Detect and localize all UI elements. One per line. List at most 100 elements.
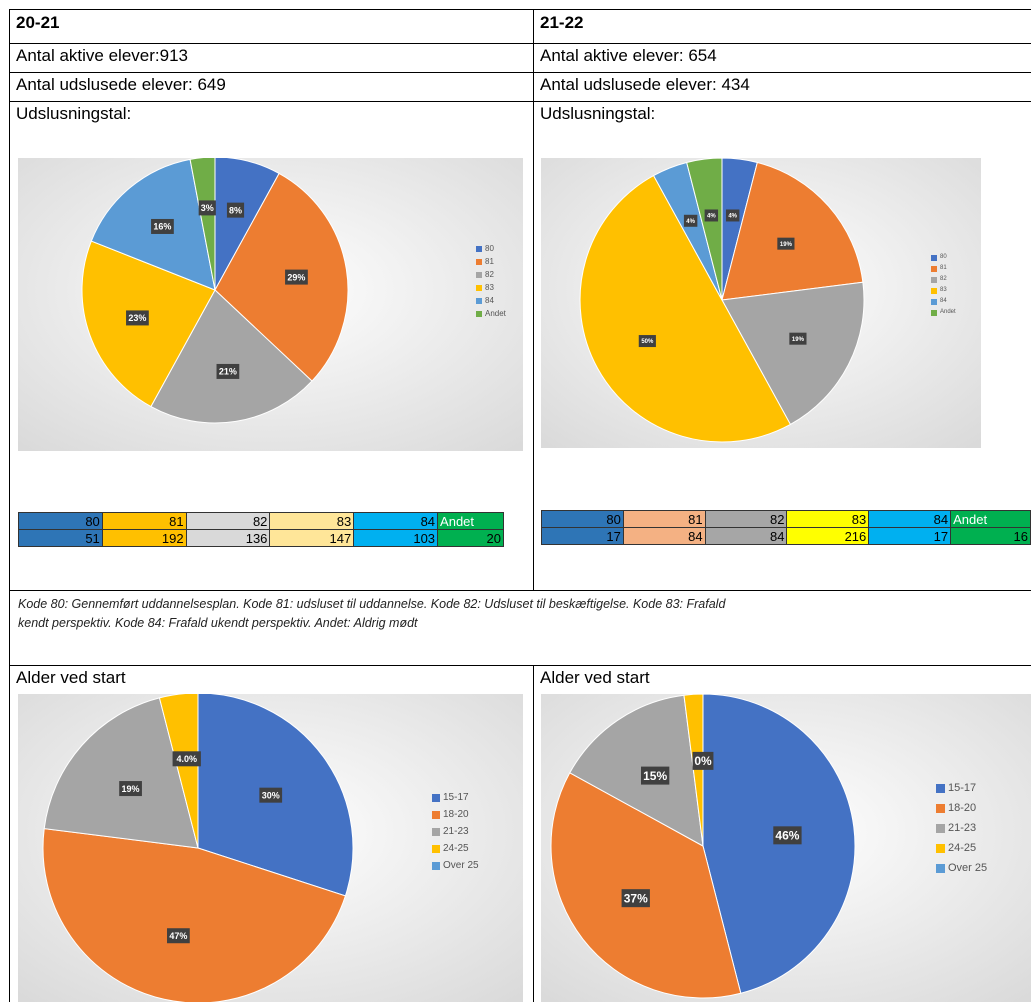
legend-swatch	[432, 793, 440, 802]
code-header-84: 84	[353, 512, 439, 530]
code-header-80: 80	[18, 512, 103, 530]
legend-swatch	[931, 309, 937, 316]
code-value-81: 192	[101, 529, 187, 547]
codes-value-row: 17 84 84 216 17 16	[541, 527, 1031, 545]
legend-swatch	[931, 298, 937, 305]
legend-label: 81	[485, 257, 494, 266]
data-label-box	[640, 766, 670, 785]
legend: 15-17 18-20 21-23 24-25 Over 25	[432, 789, 479, 874]
pie-slice-24-25	[158, 694, 199, 849]
legend-label: 21-23	[443, 826, 469, 837]
data-label: 19%	[122, 784, 140, 794]
code-value-83: 216	[786, 527, 870, 545]
legend-label: 82	[940, 276, 947, 282]
legend-item: 81	[931, 263, 956, 274]
legend-label: 80	[485, 244, 494, 253]
code-value-83: 147	[269, 529, 355, 547]
pie-slice-82	[150, 289, 313, 424]
exited-students-right: Antal udslusede elever: 434	[540, 75, 750, 94]
legend-item: 18-20	[936, 798, 987, 818]
age-title-right: Alder ved start	[540, 668, 650, 687]
legend: 15-17 18-20 21-23 24-25 Over 25	[936, 778, 987, 878]
code-header-81: 81	[101, 512, 187, 530]
legend-item: Over 25	[936, 858, 987, 878]
pie-slice-andet	[686, 158, 723, 301]
codes-value-row: 51 192 136 147 103 20	[18, 529, 504, 547]
data-label: 0%	[694, 754, 712, 768]
legend-item: Andet	[476, 307, 506, 320]
legend-swatch	[931, 265, 937, 272]
legend-swatch	[476, 310, 482, 317]
table-border-top	[9, 9, 1031, 10]
data-label: 4%	[707, 214, 716, 220]
data-label-box	[151, 218, 174, 234]
row-line	[9, 72, 1031, 73]
codes-table-2021: 80 81 82 83 84 Andet 51 192 136 147 103 20	[18, 512, 504, 547]
legend-swatch	[936, 783, 945, 793]
legend-label: 15-17	[443, 792, 469, 803]
pie-slice-18-20	[42, 828, 347, 1002]
note-line-1: Kode 80: Gennemført uddannelsesplan. Kod…	[18, 597, 726, 611]
legend-swatch	[936, 863, 945, 873]
data-label-box	[126, 310, 149, 326]
pie-chart-udslusning-2122: 4% 19% 19% 50% 4% 4% 80 81 82 83 84 Andet	[541, 158, 981, 448]
pie-chart-udslusning-2021: 8% 29% 21% 23% 16% 3% 80 81 82 83 84 Andet	[18, 158, 523, 451]
code-header-84: 84	[868, 510, 952, 528]
pie-chart-age-2122: 46% 37% 15% 0% 15-17 18-20 21-23 24-25 Over 25	[541, 694, 1031, 1002]
legend-label: 81	[940, 265, 947, 271]
legend-label: Andet	[940, 309, 956, 315]
legend-item: 80	[476, 242, 506, 255]
legend-swatch	[931, 254, 937, 261]
active-students-left: Antal aktive elever:913	[16, 46, 188, 65]
data-label: 19%	[780, 242, 793, 248]
active-students-right: Antal aktive elever: 654	[540, 46, 717, 65]
data-label: 30%	[262, 790, 280, 800]
codes-header-row: 80 81 82 83 84 Andet	[18, 512, 504, 530]
data-label: 50%	[641, 339, 654, 345]
table-border-left	[9, 9, 10, 1002]
legend-label: 15-17	[948, 782, 977, 794]
legend-item: 81	[476, 255, 506, 268]
legend-item: 15-17	[432, 789, 479, 806]
data-label-box	[789, 332, 807, 345]
legend-item: 83	[931, 285, 956, 296]
legend-swatch	[936, 803, 945, 813]
legend-label: 83	[485, 283, 494, 292]
code-header-83: 83	[269, 512, 355, 530]
udslusning-title-right: Udslusningstal:	[540, 104, 656, 123]
code-header-83: 83	[786, 510, 870, 528]
year-header-right: 21-22	[540, 13, 584, 32]
legend: 80 81 82 83 84 Andet	[476, 242, 506, 320]
data-label: 19%	[792, 337, 805, 343]
pie-slice-21-23	[569, 694, 704, 847]
legend-swatch	[476, 271, 482, 278]
code-value-82: 84	[704, 527, 788, 545]
data-label: 3%	[201, 203, 214, 213]
pie-slice-24-25	[683, 694, 704, 847]
data-label-box	[704, 209, 719, 222]
pie-slice-andet	[189, 158, 216, 291]
data-label-box	[172, 751, 201, 767]
legend-swatch	[476, 258, 482, 265]
legend-swatch	[476, 245, 482, 252]
code-value-andet: 20	[437, 529, 504, 547]
data-label-box	[692, 751, 714, 770]
codes-table-2122: 80 81 82 83 84 Andet 17 84 84 216 17 16	[541, 510, 1031, 545]
table-column-divider-top	[533, 9, 534, 590]
legend-swatch	[931, 276, 937, 283]
legend-item: 80	[931, 252, 956, 263]
pie-chart-age-2021: 30% 47% 19% 4.0% 15-17 18-20 21-23 24-25 Over 2…	[18, 694, 523, 1002]
code-header-81: 81	[622, 510, 706, 528]
legend-swatch	[432, 844, 440, 853]
pie-slice-83	[579, 174, 792, 443]
code-value-82: 136	[185, 529, 271, 547]
legend-swatch	[936, 823, 945, 833]
note-line-2: kendt perspektiv. Kode 84: Frafald ukend…	[18, 616, 418, 630]
pie-slice-18-20	[550, 772, 742, 999]
legend-label: 18-20	[443, 809, 469, 820]
code-header-andet: Andet	[950, 510, 1031, 528]
data-label: 4%	[728, 214, 737, 220]
data-label: 16%	[153, 222, 171, 232]
code-header-82: 82	[185, 512, 271, 530]
code-header-82: 82	[704, 510, 788, 528]
